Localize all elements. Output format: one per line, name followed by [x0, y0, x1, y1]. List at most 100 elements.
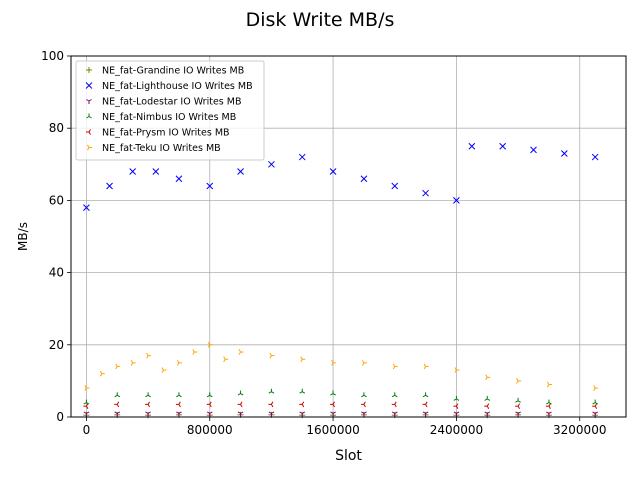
data-point [484, 411, 491, 417]
y-tick-label: 40 [49, 266, 64, 280]
y-tick-label: 20 [49, 338, 64, 352]
data-point [468, 142, 476, 150]
y-tick-label: 80 [49, 121, 64, 135]
data-point [454, 367, 460, 373]
data-point [546, 399, 552, 405]
data-point [330, 390, 336, 396]
data-point [361, 411, 367, 417]
data-point [592, 411, 599, 417]
data-point [83, 399, 90, 405]
data-point [145, 392, 151, 398]
legend-marker [86, 113, 92, 119]
legend: NE_fat-Grandine IO Writes MB NE_fat-Light… [75, 60, 265, 161]
data-point [130, 360, 136, 366]
data-point [515, 403, 521, 410]
data-point [146, 352, 152, 359]
data-point [591, 153, 599, 161]
data-point [299, 411, 306, 417]
data-point [515, 411, 521, 417]
data-point [176, 411, 182, 417]
data-point [560, 150, 568, 157]
data-point [360, 175, 368, 183]
data-point [392, 363, 398, 370]
y-tick-label: 100 [41, 49, 64, 63]
data-point [106, 182, 113, 190]
data-point [331, 360, 337, 366]
data-point [114, 401, 120, 408]
data-point [237, 401, 243, 408]
data-point [152, 168, 160, 175]
data-point [516, 378, 522, 384]
data-point [161, 367, 167, 373]
data-point [237, 411, 244, 417]
data-point [546, 411, 552, 417]
data-point [592, 403, 598, 410]
data-point [268, 411, 275, 417]
legend-label: NE_fat-Prysm IO Writes MB [102, 128, 230, 139]
data-point [115, 363, 121, 370]
data-point [175, 401, 181, 408]
plot-frame [70, 55, 627, 418]
data-point [145, 401, 151, 408]
data-point [99, 370, 105, 377]
data-point [84, 385, 90, 391]
x-tick-label: 2400000 [430, 423, 483, 437]
data-points [83, 142, 599, 419]
legend-box [75, 60, 265, 161]
legend-marker [86, 129, 91, 135]
x-axis-ticks: 0 800000 1600000 2400000 3200000 [83, 417, 606, 437]
data-point [145, 411, 151, 417]
data-point [422, 189, 429, 197]
data-point [237, 390, 244, 396]
data-point [546, 381, 552, 388]
data-point [361, 360, 367, 366]
data-point [175, 175, 183, 183]
data-point [423, 363, 429, 370]
data-point [422, 411, 429, 417]
data-point [484, 395, 491, 401]
data-point [83, 411, 90, 417]
data-point [484, 403, 490, 410]
data-point [545, 403, 551, 410]
data-point [176, 360, 182, 366]
data-point [268, 388, 275, 394]
data-point [422, 392, 429, 398]
y-tick-label: 60 [49, 193, 64, 207]
data-point [299, 388, 306, 394]
data-point [268, 160, 275, 168]
data-point [391, 392, 398, 398]
x-tick-label: 0 [83, 423, 91, 437]
data-point [114, 411, 121, 417]
data-point [453, 411, 460, 417]
data-point [206, 182, 214, 190]
x-tick-label: 800000 [187, 423, 233, 437]
y-axis-label: MB/s [16, 222, 30, 251]
data-point [499, 142, 507, 150]
data-point [330, 411, 336, 417]
legend-marker [86, 67, 92, 73]
data-point [391, 182, 399, 190]
data-point [391, 411, 398, 417]
legend-label: NE_fat-Nimbus IO Writes MB [102, 112, 236, 123]
data-point [223, 356, 229, 363]
data-point [238, 349, 244, 355]
data-point [298, 153, 306, 161]
data-point [114, 392, 121, 398]
data-point [453, 395, 460, 401]
data-point [360, 401, 366, 408]
data-point [391, 401, 397, 408]
data-point [268, 401, 274, 408]
data-point [206, 392, 213, 398]
data-point [453, 403, 459, 410]
legend-marker [86, 99, 92, 104]
data-point [83, 204, 90, 211]
data-point [593, 385, 599, 391]
data-point [300, 356, 306, 363]
data-point [530, 146, 537, 154]
x-tick-label: 1600000 [306, 423, 359, 437]
data-point [329, 168, 337, 175]
data-point [453, 197, 460, 204]
data-point [361, 392, 367, 398]
chart-title: Disk Write MB/s [246, 9, 395, 31]
